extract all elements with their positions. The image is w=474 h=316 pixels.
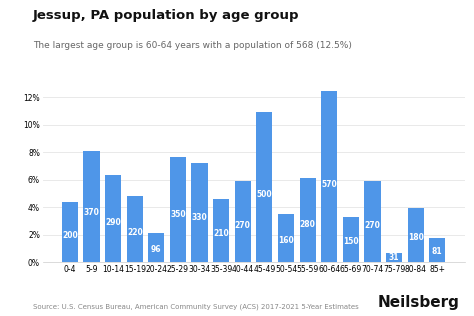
- Text: Source: U.S. Census Bureau, American Community Survey (ACS) 2017-2021 5-Year Est: Source: U.S. Census Bureau, American Com…: [33, 303, 359, 310]
- Bar: [300, 178, 316, 262]
- Bar: [83, 151, 100, 262]
- Bar: [148, 233, 164, 262]
- Bar: [365, 181, 381, 262]
- Text: 150: 150: [343, 237, 359, 246]
- Bar: [408, 208, 424, 262]
- Bar: [170, 157, 186, 262]
- Bar: [343, 217, 359, 262]
- Text: 200: 200: [62, 231, 78, 240]
- Text: 81: 81: [432, 247, 443, 256]
- Bar: [278, 214, 294, 262]
- Text: 180: 180: [408, 234, 424, 242]
- Text: 270: 270: [365, 221, 380, 230]
- Bar: [256, 112, 273, 262]
- Text: 280: 280: [300, 220, 316, 229]
- Bar: [191, 163, 208, 262]
- Text: 500: 500: [256, 190, 272, 199]
- Bar: [213, 199, 229, 262]
- Bar: [321, 91, 337, 262]
- Text: 330: 330: [191, 213, 208, 222]
- Text: 350: 350: [170, 210, 186, 219]
- Text: 210: 210: [213, 229, 229, 238]
- Bar: [127, 196, 143, 262]
- Text: 220: 220: [127, 228, 143, 237]
- Text: 570: 570: [321, 180, 337, 190]
- Text: Jessup, PA population by age group: Jessup, PA population by age group: [33, 9, 300, 22]
- Bar: [105, 175, 121, 262]
- Text: 370: 370: [83, 208, 100, 216]
- Text: 270: 270: [235, 221, 251, 230]
- Bar: [429, 238, 446, 262]
- Text: 290: 290: [105, 218, 121, 228]
- Text: The largest age group is 60-64 years with a population of 568 (12.5%): The largest age group is 60-64 years wit…: [33, 41, 352, 50]
- Bar: [235, 181, 251, 262]
- Text: 96: 96: [151, 245, 162, 254]
- Text: 160: 160: [278, 236, 294, 245]
- Bar: [386, 253, 402, 262]
- Text: 31: 31: [389, 253, 399, 262]
- Bar: [62, 202, 78, 262]
- Text: Neilsberg: Neilsberg: [378, 295, 460, 310]
